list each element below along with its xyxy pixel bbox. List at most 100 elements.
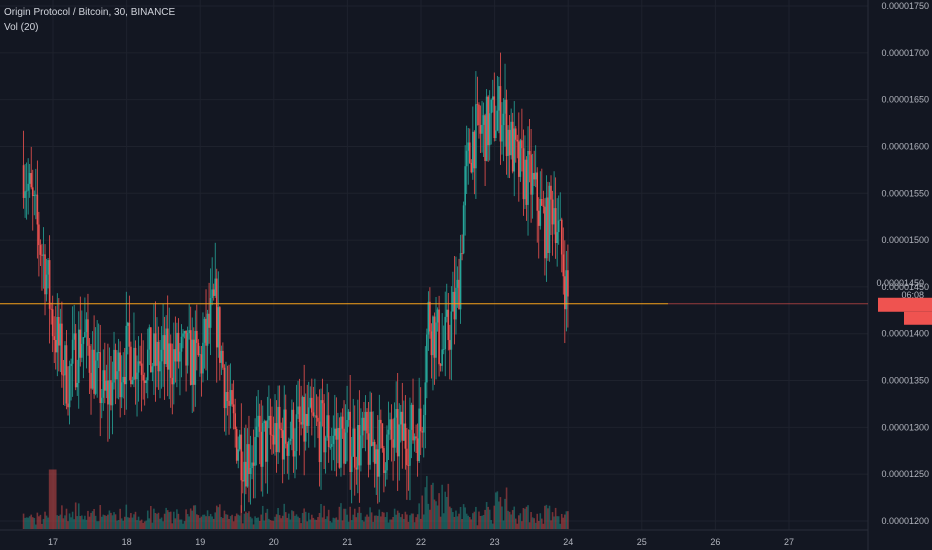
volume-bar (541, 518, 543, 529)
candle-body (194, 330, 197, 385)
volume-bar (406, 514, 408, 529)
candle-body (223, 367, 226, 409)
candle-body (341, 416, 344, 429)
volume-bar (421, 495, 424, 529)
candle-body (229, 390, 232, 406)
candle-body (246, 444, 249, 487)
candle-body (528, 150, 531, 155)
candle-body (327, 415, 330, 447)
volume-bar (344, 508, 347, 529)
volume-bar (260, 514, 263, 529)
candle-body (128, 322, 131, 347)
volume-bar (476, 525, 479, 529)
candle-body (254, 436, 256, 466)
volume-bar (527, 505, 529, 529)
candle-body (225, 392, 227, 409)
x-tick-label: 17 (48, 537, 58, 547)
volume-bar (219, 504, 221, 529)
volume-bar (528, 522, 531, 529)
volume-bar (536, 513, 539, 529)
volume-bar (25, 517, 28, 529)
volume-bar (496, 491, 499, 529)
candle-body (235, 429, 238, 461)
candle-body (418, 408, 420, 462)
candle-body (547, 197, 549, 254)
candle-body (288, 441, 290, 456)
volume-bar (154, 513, 157, 529)
candle-body (534, 172, 537, 180)
candle-body (268, 415, 270, 421)
x-tick-label: 19 (195, 537, 205, 547)
volume-bar (378, 509, 381, 529)
candle-body (119, 352, 121, 398)
volume-bar (107, 514, 109, 529)
volume-bar (288, 513, 290, 529)
volume-bar (214, 512, 217, 529)
volume-bar (301, 512, 304, 529)
volume-bar (169, 511, 172, 529)
candle-body (422, 415, 425, 433)
volume-bar (559, 523, 562, 529)
volume-bar (22, 513, 25, 529)
candle-body (470, 162, 473, 173)
candle-body (159, 361, 161, 372)
volume-bar (108, 510, 111, 529)
volume-bar (76, 516, 79, 529)
candle-body (513, 128, 516, 172)
volume-bar (261, 505, 264, 529)
volume-bar (332, 517, 335, 529)
volume-bar (88, 516, 91, 529)
candle-body (248, 444, 250, 474)
volume-bar (427, 503, 430, 529)
volume-bar (522, 507, 525, 529)
volume-bar (179, 519, 181, 529)
volume-bar (415, 517, 417, 529)
candle-body (329, 446, 332, 448)
volume-bar (165, 507, 167, 529)
candle-body (25, 190, 28, 192)
volume-bar (111, 515, 114, 529)
volume-bar (202, 514, 204, 529)
candle-body (399, 411, 402, 425)
volume-bar (366, 514, 368, 529)
candle-body (361, 417, 364, 436)
volume-bar (140, 519, 143, 529)
volume-bar (128, 517, 131, 529)
candle-body (272, 435, 275, 445)
volume-bar (173, 511, 175, 529)
candle-body (452, 291, 454, 312)
candle-body (257, 415, 259, 427)
candle-body (265, 421, 267, 462)
candle-body (551, 199, 554, 225)
volume-bar (430, 484, 433, 529)
candle-body (136, 372, 138, 380)
candle-body (366, 411, 368, 434)
candle-body (465, 150, 468, 167)
volume-bar (389, 519, 391, 529)
volume-bar (220, 517, 223, 529)
candle-body (335, 428, 338, 440)
candle-body (74, 333, 77, 388)
candle-body (289, 438, 292, 442)
candle-body (338, 428, 341, 468)
volume-bar (467, 515, 470, 529)
volume-bar (148, 518, 151, 529)
candle-body (349, 411, 351, 472)
candle-body (537, 210, 540, 226)
candle-body (294, 451, 296, 457)
candle-body (266, 420, 269, 462)
volume-bar (542, 523, 545, 529)
volume-bar (343, 508, 345, 529)
candle-body (462, 205, 465, 254)
y-tick-label: 0.00001250 (881, 469, 929, 479)
volume-bar (390, 519, 393, 529)
candle-body (490, 99, 493, 114)
volume-bar (113, 512, 115, 529)
volume-bar (234, 516, 236, 529)
candle-body (415, 436, 417, 439)
volume-bar (297, 516, 299, 529)
candle-body (238, 434, 241, 450)
volume-bar (102, 514, 105, 529)
